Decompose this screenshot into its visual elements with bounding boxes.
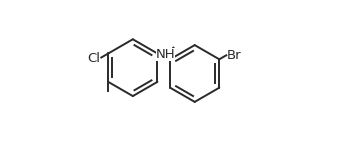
Text: Br: Br [227,49,242,62]
Text: Cl: Cl [87,52,100,65]
Text: NH: NH [156,48,175,61]
